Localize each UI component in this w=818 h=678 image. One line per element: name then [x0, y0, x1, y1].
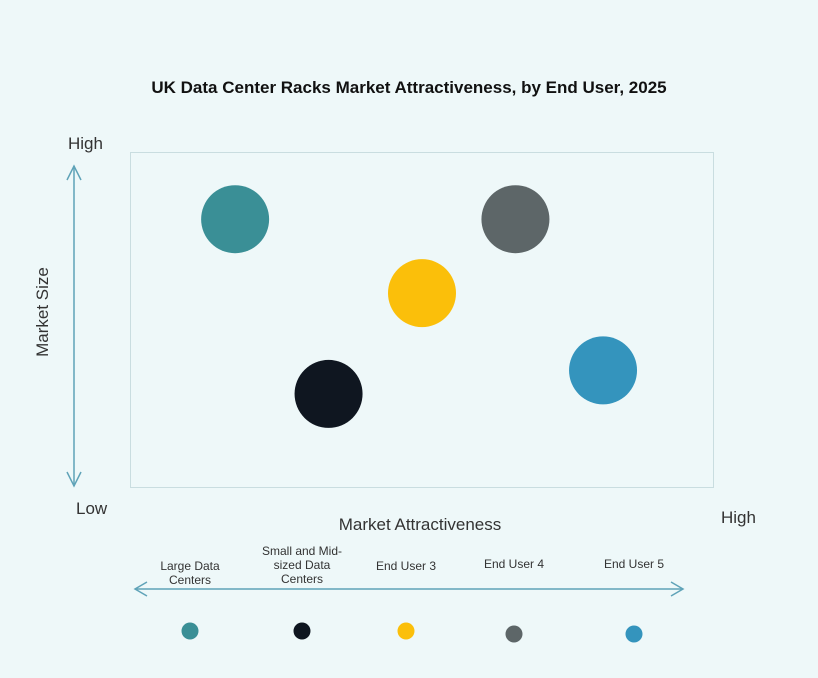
y-axis-arrowhead-up	[66, 164, 82, 181]
legend-label-4: End User 4	[483, 557, 545, 571]
bubble-2	[294, 359, 363, 428]
x-axis-high-label: High	[721, 508, 756, 527]
legend-marker-1	[181, 622, 199, 640]
y-axis-arrowhead-down	[66, 471, 82, 488]
y-axis-low-label: Low	[76, 499, 108, 518]
x-axis-title: Market Attractiveness	[338, 515, 502, 534]
bubble-4	[481, 185, 550, 254]
legend-marker-2	[293, 622, 311, 640]
legend-marker-4	[505, 625, 523, 643]
bubble-5	[569, 336, 638, 405]
legend-label-5: End User 5	[603, 557, 665, 571]
bubble-1	[201, 185, 270, 254]
legend-marker-3	[397, 622, 415, 640]
plot-area	[130, 152, 714, 488]
legend-label-1: Large Data Centers	[160, 559, 220, 587]
legend-marker-5	[625, 625, 643, 643]
legend-label-2: Small and Mid-sized Data Centers	[261, 544, 343, 586]
legend-label-3: End User 3	[375, 559, 437, 573]
bubble-3	[388, 259, 456, 328]
y-axis-high-label: High	[68, 134, 103, 153]
legend-arrowhead-left	[133, 581, 148, 597]
legend-arrowhead-right	[670, 581, 685, 597]
chart-title: UK Data Center Racks Market Attractivene…	[151, 78, 667, 97]
